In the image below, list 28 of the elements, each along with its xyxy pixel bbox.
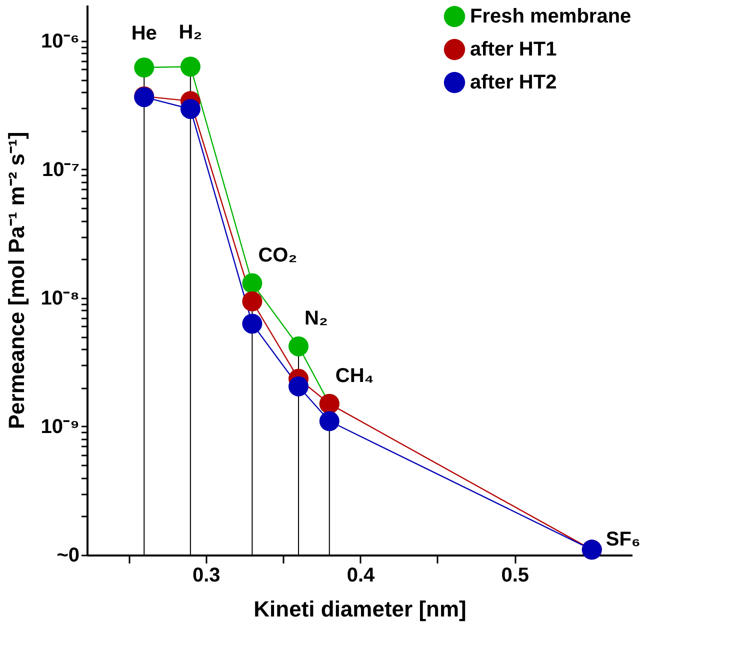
point <box>319 411 340 432</box>
point <box>242 273 262 294</box>
y-tick-label: 10⁻⁹ <box>40 416 80 438</box>
point <box>180 56 200 77</box>
point <box>288 376 309 396</box>
y-tick-label: 10⁻⁸ <box>40 287 80 310</box>
annotation: N₂ <box>304 307 328 330</box>
point <box>180 99 200 119</box>
point <box>242 291 262 312</box>
point <box>242 314 262 334</box>
point <box>134 58 154 78</box>
legend-label: Fresh membrane <box>470 6 632 28</box>
annotation: CO₂ <box>258 244 298 266</box>
legend-label: after HT1 <box>470 38 557 60</box>
annotation: He <box>131 22 157 45</box>
annotation: H₂ <box>178 22 202 44</box>
point <box>288 336 309 356</box>
x-tick-label: 0.5 <box>501 564 530 586</box>
x-tick-label: 0.4 <box>346 564 376 586</box>
y-axis-title: Permeance [mol Pa⁻¹ m⁻² s⁻¹] <box>4 132 29 430</box>
y-tick-label: 10⁻⁷ <box>42 158 80 181</box>
y-tick-label: ~0 <box>56 544 80 566</box>
x-axis-title: Kineti diameter [nm] <box>254 596 466 622</box>
y-tick-label: 10⁻⁶ <box>41 30 80 52</box>
annotation: SF₆ <box>606 528 640 551</box>
x-tick-label: 0.3 <box>192 564 220 586</box>
annotation: CH₄ <box>335 364 374 387</box>
legend-label: after HT2 <box>470 72 557 94</box>
